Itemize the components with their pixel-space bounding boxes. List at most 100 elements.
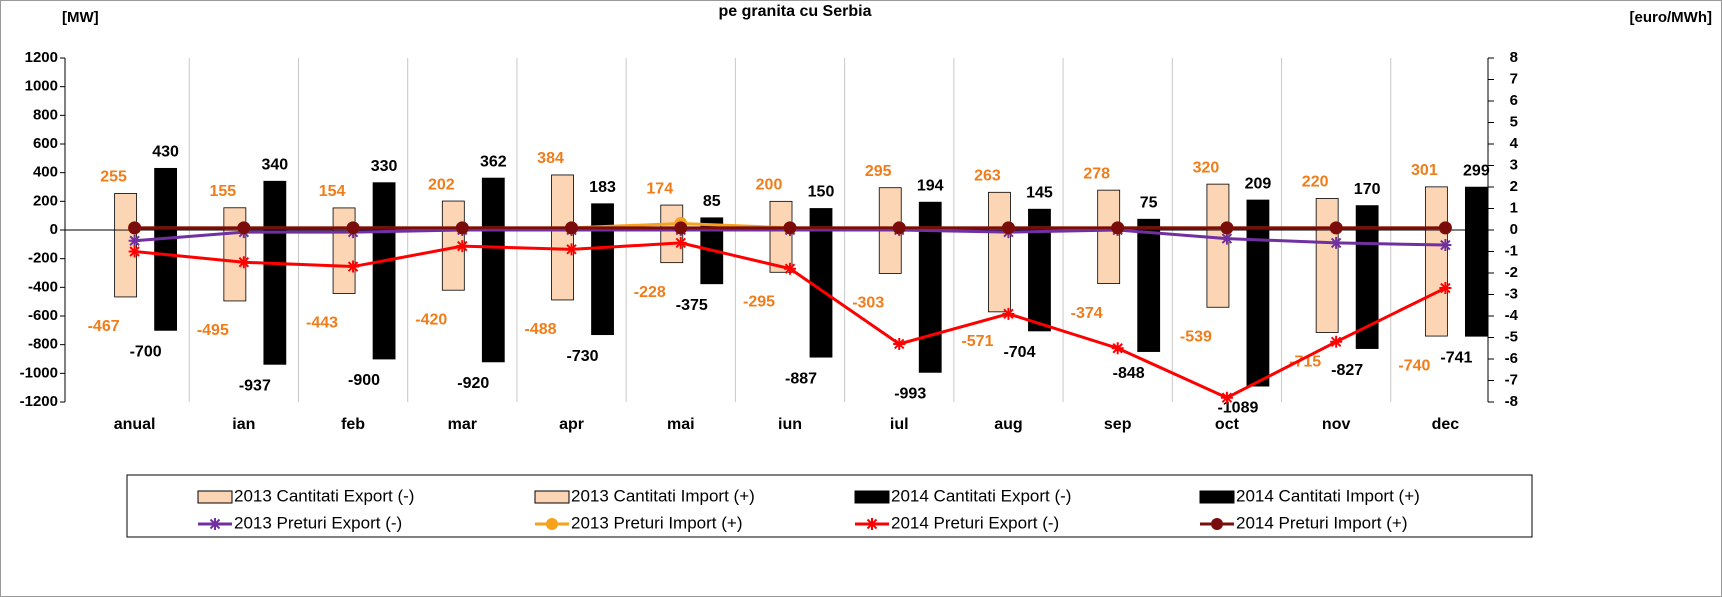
bar (154, 167, 178, 231)
legend-swatch (209, 518, 221, 530)
bar (1206, 229, 1230, 308)
x-tick-label: dec (1432, 416, 1460, 433)
x-tick-label: feb (341, 416, 365, 433)
bar (441, 229, 465, 291)
legend-label: 2014 Preturi Export (-) (891, 513, 1059, 532)
data-label: 340 (261, 156, 288, 173)
marker (565, 243, 578, 256)
y-tick-label: 200 (33, 192, 58, 209)
y2-tick-label: -8 (1505, 393, 1518, 410)
x-tick-label: apr (559, 416, 584, 433)
y2-tick-label: -4 (1505, 307, 1519, 324)
y2-tick-label: 6 (1510, 92, 1518, 109)
marker (128, 245, 141, 258)
data-label: -740 (1398, 357, 1430, 374)
x-tick-label: nov (1322, 416, 1351, 433)
legend-label: 2014 Preturi Import (+) (1236, 513, 1408, 532)
data-label: 170 (1354, 181, 1381, 198)
marker (237, 221, 251, 235)
marker (784, 262, 796, 275)
x-tick-label: anual (114, 416, 156, 433)
y-tick-label: 400 (33, 164, 58, 181)
data-label: 174 (646, 180, 673, 197)
marker (565, 243, 578, 256)
data-label: 301 (1411, 162, 1438, 179)
y-tick-label: 1200 (25, 49, 58, 66)
data-label: -495 (197, 322, 229, 339)
data-label: 194 (917, 177, 944, 194)
marker (1220, 221, 1234, 235)
bar (988, 229, 1011, 313)
marker (1330, 335, 1343, 348)
marker (128, 234, 141, 247)
chart-title: pe granita cu Serbia (719, 3, 872, 20)
data-label: -443 (306, 315, 338, 332)
bar (481, 229, 505, 363)
data-label: 330 (371, 158, 398, 175)
marker (892, 221, 906, 235)
y2-tick-label: -3 (1505, 285, 1518, 302)
marker (1330, 335, 1343, 348)
y-tick-label: 0 (50, 221, 58, 238)
bar (918, 201, 942, 231)
x-tick-label: iul (890, 416, 909, 433)
marker (209, 518, 221, 530)
data-label: -715 (1289, 354, 1321, 371)
marker (237, 256, 250, 269)
marker (347, 260, 360, 273)
data-label: -993 (894, 386, 926, 403)
x-tick-label: oct (1215, 416, 1240, 433)
bar (1246, 229, 1270, 387)
marker (1220, 232, 1233, 245)
marker (1330, 236, 1343, 249)
marker (674, 236, 687, 249)
y2-tick-label: -2 (1505, 264, 1518, 281)
bar (1097, 229, 1121, 285)
data-label: 255 (100, 169, 127, 186)
bar (1355, 205, 1379, 231)
marker (674, 236, 687, 249)
bar (263, 229, 287, 365)
data-label: -295 (743, 294, 775, 311)
y2-tick-label: -6 (1505, 350, 1518, 367)
data-label: -488 (525, 321, 557, 338)
legend-swatch (197, 490, 233, 504)
data-label: 220 (1302, 174, 1329, 191)
x-tick-label: iun (778, 416, 802, 433)
data-label: 75 (1140, 194, 1158, 211)
y-tick-label: 600 (33, 135, 58, 152)
y2-tick-label: 4 (1510, 135, 1519, 152)
legend-swatch (1199, 490, 1235, 504)
y-tick-label: 800 (33, 106, 58, 123)
y2-tick-label: 1 (1510, 199, 1518, 216)
legend-swatch (546, 518, 558, 530)
data-label: 295 (865, 163, 892, 180)
legend-swatch (866, 518, 878, 530)
marker (866, 518, 878, 530)
bar (1315, 198, 1339, 231)
marker (346, 221, 360, 235)
y2-tick-label: -5 (1505, 328, 1518, 345)
legend-label: 2014 Cantitati Export (-) (891, 486, 1071, 505)
data-label: -228 (634, 284, 666, 301)
bar (1464, 186, 1488, 231)
data-label: -571 (961, 333, 993, 350)
bar (1028, 208, 1051, 231)
bar (1028, 229, 1051, 332)
y-tick-label: -1000 (20, 364, 58, 381)
marker (565, 221, 579, 235)
data-label: 150 (808, 184, 835, 201)
bar (1137, 218, 1161, 231)
data-label: -827 (1331, 362, 1363, 379)
legend-label: 2014 Cantitati Import (+) (1236, 486, 1420, 505)
y2-tick-label: 8 (1510, 49, 1518, 66)
marker (1439, 282, 1452, 295)
y2-tick-label: 5 (1510, 113, 1518, 130)
y-tick-label: -800 (28, 336, 58, 353)
data-label: 183 (589, 179, 616, 196)
data-label: 154 (319, 183, 346, 200)
bar (481, 177, 505, 231)
marker (783, 221, 797, 235)
marker (674, 221, 688, 235)
legend-swatch (1211, 518, 1223, 530)
